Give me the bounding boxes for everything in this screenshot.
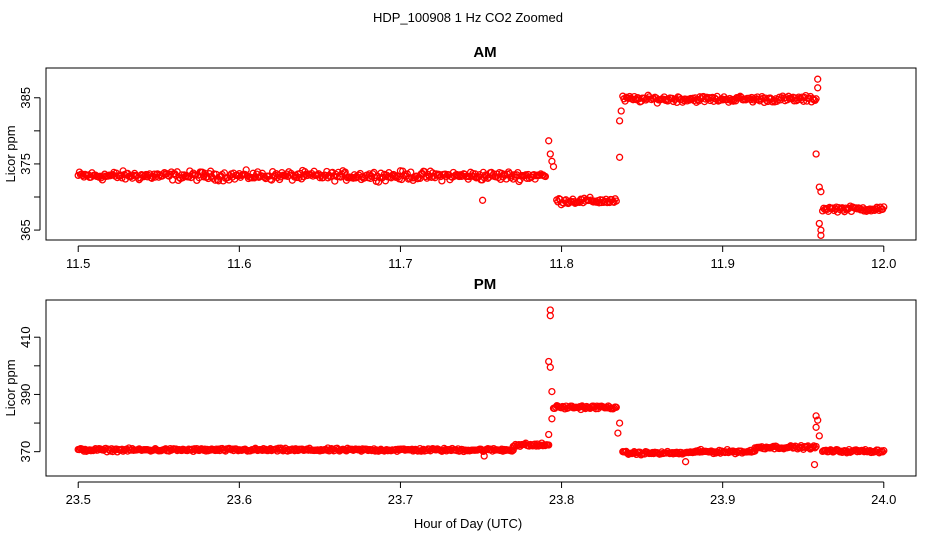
pm-data-point	[811, 444, 819, 452]
pm-data-point	[546, 312, 554, 320]
am-data-point	[612, 197, 620, 205]
am-x-tick-label: 11.8	[549, 256, 573, 271]
x-axis-title: Hour of Day (UTC)	[414, 516, 522, 531]
am-data-point	[817, 188, 825, 196]
pm-data-point	[814, 416, 822, 424]
pm-y-tick-label: 390	[18, 384, 33, 406]
am-data-point	[478, 196, 487, 204]
pm-data-point	[681, 458, 690, 466]
pm-data-point	[548, 387, 556, 396]
am-x-tick-label: 11.9	[710, 256, 734, 271]
am-data-point	[549, 162, 558, 171]
am-x-axis: 11.5 11.6 11.7 11.8 11.9 12.0	[66, 245, 896, 271]
am-data-point	[812, 95, 820, 103]
pm-data-point	[812, 442, 820, 451]
am-data-point	[248, 174, 256, 182]
am-x-tick-label: 11.6	[227, 256, 251, 271]
pm-data-point	[548, 415, 556, 423]
am-data-point	[615, 117, 624, 125]
pm-x-tick-label: 23.9	[710, 492, 735, 507]
am-data-point	[817, 226, 825, 234]
pm-x-tick-label: 24.0	[871, 492, 896, 507]
pm-data-point	[480, 452, 488, 460]
pm-data-point	[878, 448, 887, 456]
pm-data-point	[812, 423, 820, 431]
pm-data-point	[545, 430, 553, 439]
am-data-point	[817, 231, 825, 240]
pm-data-point	[546, 363, 554, 371]
am-y-tick-label: 385	[18, 87, 33, 109]
am-x-tick-label: 11.5	[66, 256, 90, 271]
am-data-point	[615, 153, 624, 161]
am-x-tick-label: 11.7	[388, 256, 412, 271]
pm-data-point	[815, 432, 823, 440]
figure-title: HDP_100908 1 Hz CO2 Zoomed	[373, 10, 563, 25]
am-data-point	[546, 150, 554, 158]
am-data-point	[523, 174, 531, 183]
pm-plot-frame	[45, 299, 917, 477]
am-plot-frame	[45, 67, 917, 241]
am-data-point	[340, 169, 348, 177]
pm-y-axis-label: Licor ppm	[3, 359, 18, 416]
pm-data-point	[614, 429, 622, 437]
pm-data-point	[545, 357, 553, 366]
am-data-point	[880, 203, 888, 211]
am-data-point	[814, 84, 822, 92]
am-data-point	[815, 219, 823, 228]
am-y-axis-label: Licor ppm	[3, 125, 18, 182]
am-x-tick-label: 12.0	[871, 256, 896, 271]
pm-data-point	[545, 441, 553, 449]
am-y-tick-label: 365	[18, 219, 33, 241]
am-data-point	[811, 96, 819, 105]
am-panel-title: AM	[473, 44, 496, 61]
am-data-point	[617, 107, 625, 115]
am-panel: AM 11.5 11.6 11.7 11.8 11.9 12.0 365 375 385 Li…	[3, 44, 917, 271]
pm-y-tick-label: 370	[18, 441, 33, 463]
pm-x-tick-label: 23.5	[66, 492, 91, 507]
am-data-point	[545, 137, 553, 145]
am-data-point	[502, 175, 510, 183]
am-y-axis: 365 375 385	[18, 87, 41, 241]
am-data-point	[815, 183, 823, 191]
pm-data-point	[615, 419, 624, 427]
am-data-point	[812, 150, 820, 158]
pm-panel: PM 23.5 23.6 23.7 23.8 23.9 24.0 370 390 410 Li…	[3, 276, 917, 507]
pm-data-point	[810, 460, 819, 469]
pm-data-point	[880, 447, 888, 455]
pm-data-points	[74, 306, 888, 469]
pm-x-tick-label: 23.7	[388, 492, 413, 507]
am-y-tick-label: 375	[18, 153, 33, 175]
am-data-points	[74, 75, 888, 240]
am-data-point	[541, 172, 550, 181]
pm-panel-title: PM	[474, 276, 497, 293]
pm-x-tick-label: 23.6	[227, 492, 252, 507]
pm-x-tick-label: 23.8	[549, 492, 574, 507]
pm-data-point	[612, 403, 620, 411]
pm-data-point	[876, 448, 884, 456]
pm-x-axis: 23.5 23.6 23.7 23.8 23.9 24.0	[66, 481, 896, 507]
pm-y-tick-label: 410	[18, 326, 33, 348]
pm-data-point	[812, 412, 820, 420]
pm-y-axis: 370 390 410	[18, 326, 41, 463]
am-data-point	[814, 75, 822, 83]
